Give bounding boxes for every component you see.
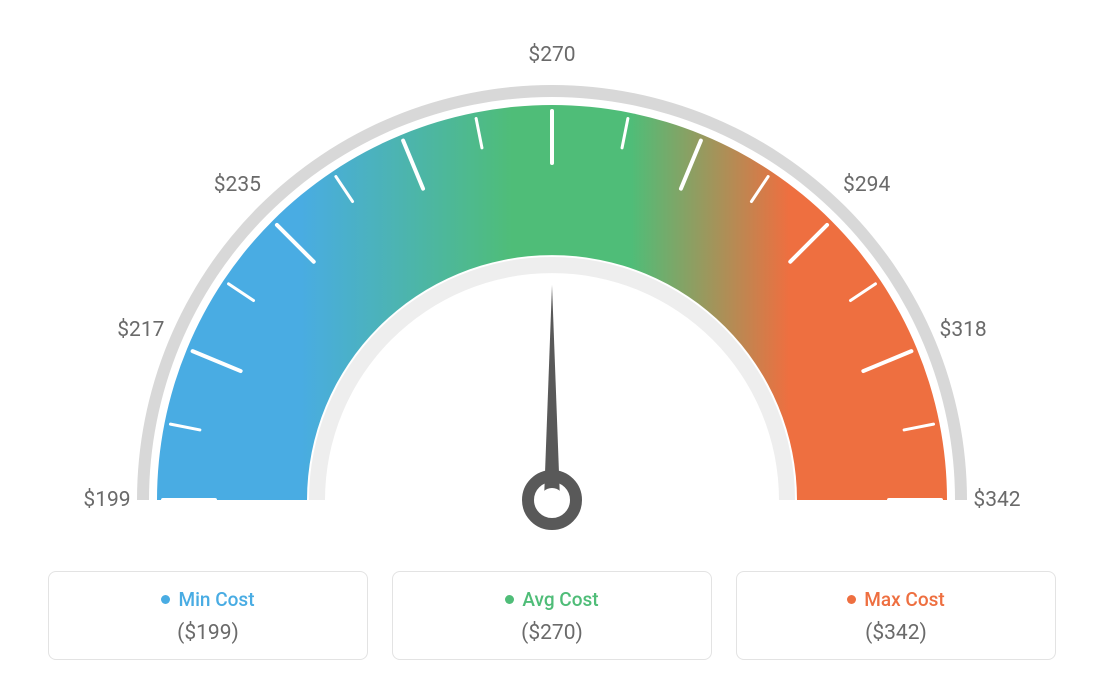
legend-card-min: Min Cost ($199) xyxy=(48,571,368,660)
gauge-chart: $199 $217 $235 $270 $294 $318 $342 xyxy=(0,0,1104,560)
legend-value-min: ($199) xyxy=(49,621,367,645)
dot-icon xyxy=(161,595,170,604)
legend-card-max: Max Cost ($342) xyxy=(736,571,1056,660)
gauge-tick-label: $199 xyxy=(83,488,130,512)
gauge-tick-label: $294 xyxy=(843,173,890,197)
legend-title-min: Min Cost xyxy=(161,588,254,611)
gauge-tick-label: $217 xyxy=(117,318,164,342)
gauge-tick-label: $342 xyxy=(973,488,1020,512)
legend-label-min: Min Cost xyxy=(178,588,254,611)
legend-label-max: Max Cost xyxy=(864,588,944,611)
gauge-tick-label: $270 xyxy=(528,43,575,67)
dot-icon xyxy=(847,595,856,604)
dot-icon xyxy=(505,595,514,604)
legend-value-avg: ($270) xyxy=(393,621,711,645)
legend-value-max: ($342) xyxy=(737,621,1055,645)
legend-title-avg: Avg Cost xyxy=(505,588,598,611)
gauge-svg xyxy=(72,20,1032,540)
gauge-tick-label: $235 xyxy=(214,173,261,197)
legend-row: Min Cost ($199) Avg Cost ($270) Max Cost… xyxy=(0,571,1104,660)
legend-title-max: Max Cost xyxy=(847,588,944,611)
legend-label-avg: Avg Cost xyxy=(522,588,598,611)
legend-card-avg: Avg Cost ($270) xyxy=(392,571,712,660)
gauge-tick-label: $318 xyxy=(940,318,987,342)
